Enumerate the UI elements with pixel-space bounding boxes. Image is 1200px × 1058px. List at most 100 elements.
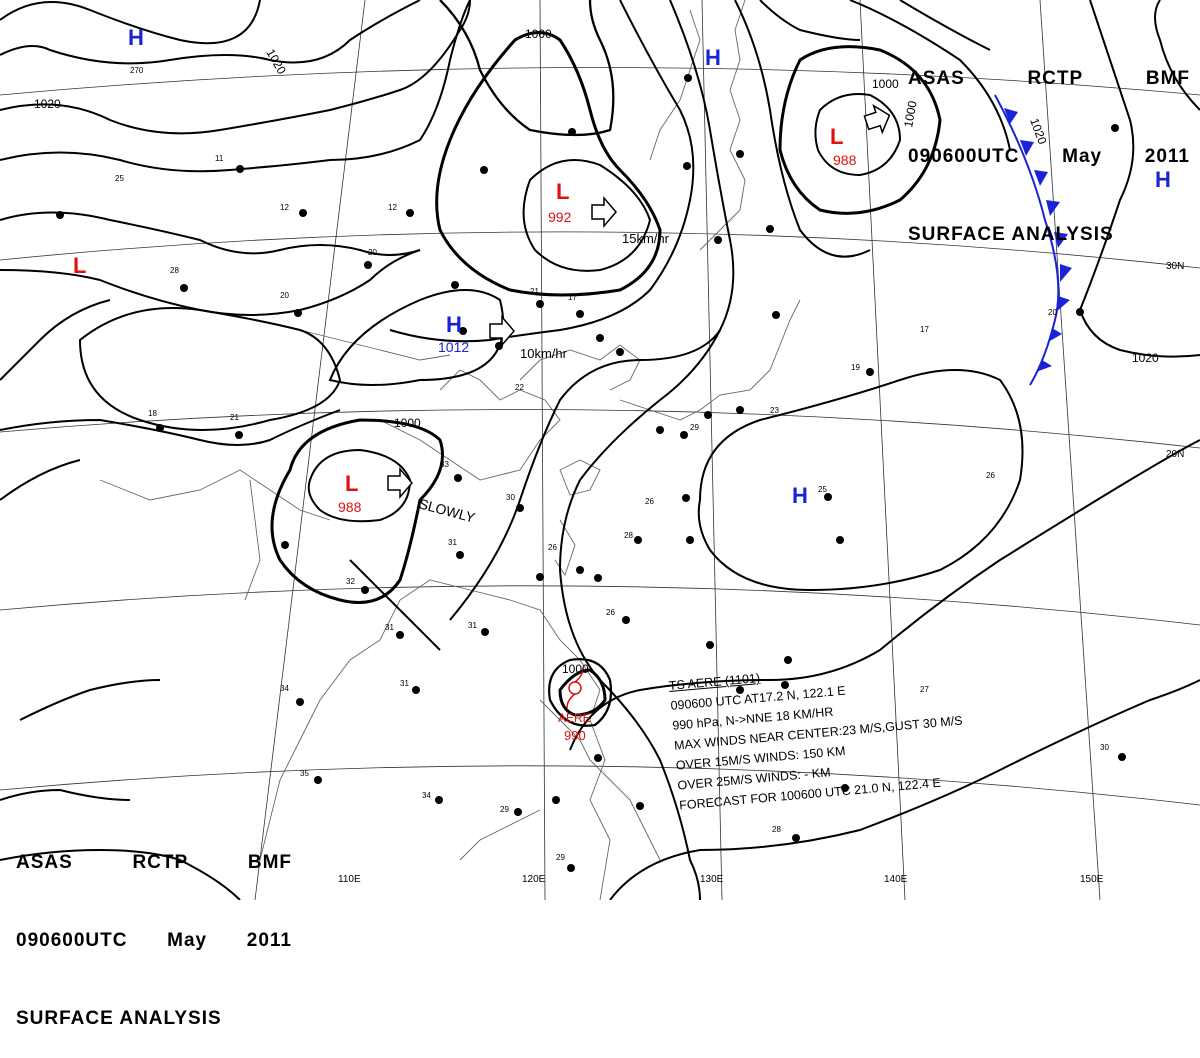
lon-label-110e: 110E [338,874,361,885]
svg-text:21: 21 [530,287,539,296]
svg-text:26: 26 [645,497,654,506]
header-time: 090600UTC [908,146,1020,167]
svg-text:31: 31 [385,623,394,632]
arrow-low-988-east [863,103,891,135]
svg-text:20: 20 [368,248,377,257]
low-center-marker: L [73,253,86,278]
svg-text:28: 28 [624,531,633,540]
svg-text:20: 20 [1048,308,1057,317]
svg-text:27: 27 [920,685,929,694]
high-value: 1012 [438,339,469,355]
coastlines [99,0,801,900]
svg-text:30: 30 [1100,743,1109,752]
svg-text:33: 33 [440,460,449,469]
svg-text:31: 31 [448,538,457,547]
isobar-label: 1000 [872,77,899,91]
header-time: 090600UTC [16,930,128,951]
graticule [0,0,1200,900]
svg-text:31: 31 [468,621,477,630]
lon-label-120e: 120E [522,874,546,885]
header-agency: ASAS [16,852,73,873]
svg-text:26: 26 [548,543,557,552]
svg-text:29: 29 [556,853,565,862]
header-office: BMF [1145,68,1190,89]
isobar-label: 1000 [901,99,919,128]
isobar-label: 1000 [525,27,552,41]
low-value: 988 [833,152,857,168]
typhoon-name: AERE [558,711,591,725]
svg-text:29: 29 [690,423,699,432]
header-office: BMF [247,852,292,873]
svg-text:34: 34 [422,791,431,800]
svg-text:28: 28 [170,266,179,275]
low-center-marker: L [830,124,843,149]
header-top-right: ASAS RCTP BMF 090600UTC May 2011 SURFACE… [908,14,1190,274]
high-center-marker: H [792,483,808,508]
isobar-label: 1020 [1132,351,1159,365]
isobar-label: 1020 [34,97,61,111]
motion-arrows [387,103,891,500]
header-station: RCTP [132,852,189,873]
svg-text:30: 30 [506,493,515,502]
isobar-label: 1000 [562,662,589,676]
high-center-marker: H [705,45,721,70]
header-station: RCTP [1027,68,1084,89]
typhoon-info-block: TS AERE (1101) 090600 UTC AT17.2 N, 122.… [668,651,969,816]
header-row-1: ASAS RCTP BMF [16,850,292,876]
svg-text:12: 12 [280,203,289,212]
svg-text:26: 26 [986,471,995,480]
svg-text:17: 17 [920,325,929,334]
lat-label-20n: 20N [1166,449,1184,460]
arrow-low-992 [591,195,617,229]
header-year: 2011 [246,930,292,951]
isobars [0,0,1200,900]
high-center-marker: H [1155,167,1171,192]
header-month: May [1062,146,1103,167]
header-row-1: ASAS RCTP BMF [908,66,1190,92]
svg-text:29: 29 [500,805,509,814]
typhoon-pressure: 990 [564,728,586,743]
low-value: 992 [548,209,572,225]
cold-front [994,94,1072,386]
header-title: SURFACE ANALYSIS [908,224,1114,245]
header-bottom-left: ASAS RCTP BMF 090600UTC May 2011 SURFACE… [16,798,292,1058]
weather-map: 270 25 11 12 12 28 20 20 18 21 21 17 22 29 23 33 30… [0,0,1200,900]
svg-text:25: 25 [115,174,124,183]
svg-text:12: 12 [388,203,397,212]
svg-text:18: 18 [148,409,157,418]
lat-label-30n: 30N [1166,261,1184,272]
header-month: May [167,930,208,951]
motion-label: 15km/hr [622,231,670,246]
arrow-high-1012 [489,314,515,348]
station-text: 270 25 11 12 12 28 20 20 18 21 21 17 22 29 23 33 30… [115,66,1109,862]
svg-text:32: 32 [346,577,355,586]
low-center-marker: L [556,179,569,204]
lon-label-150e: 150E [1080,874,1104,885]
svg-text:22: 22 [515,383,524,392]
svg-text:26: 26 [606,608,615,617]
svg-text:34: 34 [280,684,289,693]
low-center-marker: L [345,471,358,496]
lon-label-140e: 140E [884,874,908,885]
low-value: 988 [338,499,362,515]
svg-text:19: 19 [851,363,860,372]
svg-text:23: 23 [770,406,779,415]
svg-text:17: 17 [568,293,577,302]
station-plots [56,74,1126,872]
lon-label-130e: 130E [700,874,724,885]
svg-text:11: 11 [215,154,224,163]
svg-text:25: 25 [818,485,827,494]
svg-text:35: 35 [300,769,309,778]
motion-label: 10km/hr [520,346,568,361]
header-title: SURFACE ANALYSIS [16,1008,222,1029]
header-year: 2011 [1144,146,1190,167]
svg-text:28: 28 [772,825,781,834]
arrow-low-988-west [387,466,413,500]
header-agency: ASAS [908,68,965,89]
header-row-2: 090600UTC May 2011 [908,144,1190,170]
svg-text:270: 270 [130,66,144,75]
svg-text:31: 31 [400,679,409,688]
svg-text:21: 21 [230,413,239,422]
svg-text:20: 20 [280,291,289,300]
high-center-marker: H [128,25,144,50]
